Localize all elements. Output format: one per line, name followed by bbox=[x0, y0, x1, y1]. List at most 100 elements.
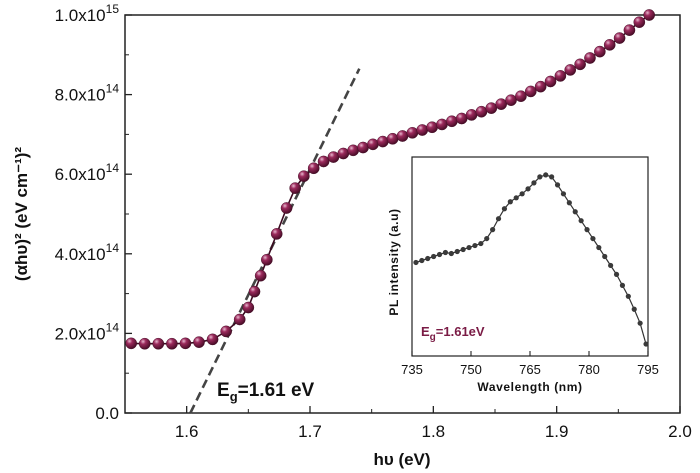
main-series-group bbox=[125, 9, 655, 350]
data-point bbox=[280, 202, 293, 214]
data-point bbox=[594, 45, 606, 58]
data-point bbox=[289, 182, 302, 194]
y-tick-label: 2.0x1014 bbox=[55, 320, 120, 343]
data-point bbox=[416, 124, 429, 136]
pl-data-point bbox=[525, 186, 531, 192]
data-point bbox=[152, 337, 165, 350]
inset-x-tick-label: 795 bbox=[637, 362, 659, 377]
y-tick-label: 8.0x1014 bbox=[55, 82, 120, 105]
pl-data-point bbox=[608, 262, 614, 269]
pl-data-point bbox=[643, 341, 649, 347]
pl-data-point bbox=[584, 227, 590, 233]
main-axis-ticks: 1.6 1.7 1.8 1.9 2.0 0.0 2.0x1014 4.0x1014 6.0x10… bbox=[55, 2, 692, 441]
data-point bbox=[603, 39, 616, 51]
data-point bbox=[426, 121, 438, 134]
x-tick-label: 1.8 bbox=[422, 422, 446, 441]
data-point bbox=[193, 336, 205, 348]
y-tick-label: 6.0x1014 bbox=[55, 161, 120, 184]
data-point bbox=[544, 75, 557, 88]
data-point bbox=[584, 52, 596, 64]
data-point bbox=[337, 147, 350, 160]
data-point bbox=[623, 24, 636, 36]
pl-data-point bbox=[413, 259, 419, 266]
inset-bandgap-main: E bbox=[421, 324, 430, 339]
pl-data-point bbox=[490, 227, 496, 233]
pl-data-point bbox=[637, 320, 643, 326]
pl-data-point bbox=[448, 250, 454, 257]
data-point bbox=[564, 64, 577, 76]
inset-x-tick-label: 735 bbox=[401, 362, 423, 377]
pl-data-point bbox=[543, 172, 549, 178]
data-point bbox=[396, 130, 409, 142]
pl-data-point bbox=[454, 248, 460, 255]
pl-data-point bbox=[466, 244, 472, 251]
pl-data-point bbox=[537, 174, 543, 180]
bandgap-annotation-rest: =1.61 eV bbox=[238, 380, 315, 401]
x-tick-label: 1.6 bbox=[175, 422, 199, 441]
inset-x-tick-label: 765 bbox=[519, 362, 541, 377]
data-point bbox=[298, 170, 310, 182]
pl-data-point bbox=[572, 209, 578, 215]
data-point bbox=[524, 85, 537, 98]
data-point bbox=[643, 9, 655, 21]
pl-data-point bbox=[442, 249, 449, 256]
data-point bbox=[446, 115, 458, 128]
data-point bbox=[166, 337, 178, 350]
pl-data-point bbox=[613, 271, 620, 278]
pl-data-point bbox=[419, 257, 425, 264]
data-point bbox=[206, 333, 219, 346]
data-point bbox=[554, 70, 567, 82]
pl-data-point bbox=[619, 282, 626, 288]
data-point bbox=[475, 105, 488, 118]
data-point bbox=[233, 313, 246, 326]
y-tick-label: 4.0x1014 bbox=[55, 241, 120, 264]
x-tick-label: 2.0 bbox=[668, 422, 692, 441]
pl-data-point bbox=[631, 306, 637, 312]
inset-x-tick-label: 780 bbox=[578, 362, 600, 377]
data-point bbox=[179, 337, 192, 350]
data-point bbox=[613, 32, 626, 44]
inset-axis-ticks: 735 750 765 780 795 bbox=[401, 351, 659, 377]
pl-data-point bbox=[560, 191, 567, 197]
data-point bbox=[495, 98, 507, 110]
bandgap-annotation: Eg=1.61 eV bbox=[217, 380, 315, 404]
data-point bbox=[574, 58, 586, 71]
pl-data-point bbox=[495, 216, 502, 222]
pl-data-point bbox=[478, 240, 484, 247]
x-tick-label: 1.7 bbox=[298, 422, 322, 441]
inset-series-group bbox=[413, 172, 649, 347]
data-point bbox=[376, 135, 389, 148]
data-point bbox=[261, 253, 273, 266]
inset-bandgap-sub: g bbox=[430, 332, 436, 343]
pl-data-point bbox=[566, 200, 572, 206]
pl-data-point bbox=[549, 174, 555, 180]
inset-bandgap-annotation: Eg=1.61eV bbox=[421, 324, 485, 343]
pl-data-point bbox=[590, 235, 596, 242]
pl-data-point bbox=[602, 253, 608, 260]
x-axis-label: hυ (eV) bbox=[373, 450, 430, 469]
pl-data-point bbox=[596, 244, 602, 251]
data-point bbox=[367, 138, 379, 151]
pl-data-point bbox=[507, 199, 513, 205]
data-point bbox=[317, 155, 330, 168]
data-point bbox=[220, 325, 232, 338]
inset-bandgap-rest: =1.61eV bbox=[436, 324, 485, 339]
pl-data-point bbox=[436, 251, 443, 258]
pl-data-point bbox=[519, 191, 525, 197]
data-point bbox=[505, 94, 517, 106]
data-point bbox=[534, 80, 547, 93]
inset-x-tick-label: 750 bbox=[460, 362, 482, 377]
data-point bbox=[270, 228, 283, 240]
data-point bbox=[357, 141, 369, 154]
pl-data-point bbox=[554, 182, 561, 188]
data-point bbox=[386, 132, 399, 145]
pl-data-point bbox=[425, 255, 431, 262]
data-point bbox=[436, 118, 448, 131]
inset-x-axis-label: Wavelength (nm) bbox=[477, 380, 582, 394]
y-axis-label: (αhυ)² (eV cm⁻¹)² bbox=[12, 147, 31, 281]
inset-y-axis-label: PL intensity (a.u) bbox=[387, 208, 401, 315]
data-point bbox=[248, 285, 261, 298]
y-tick-label: 1.0x1015 bbox=[55, 2, 120, 25]
data-point bbox=[515, 90, 527, 102]
